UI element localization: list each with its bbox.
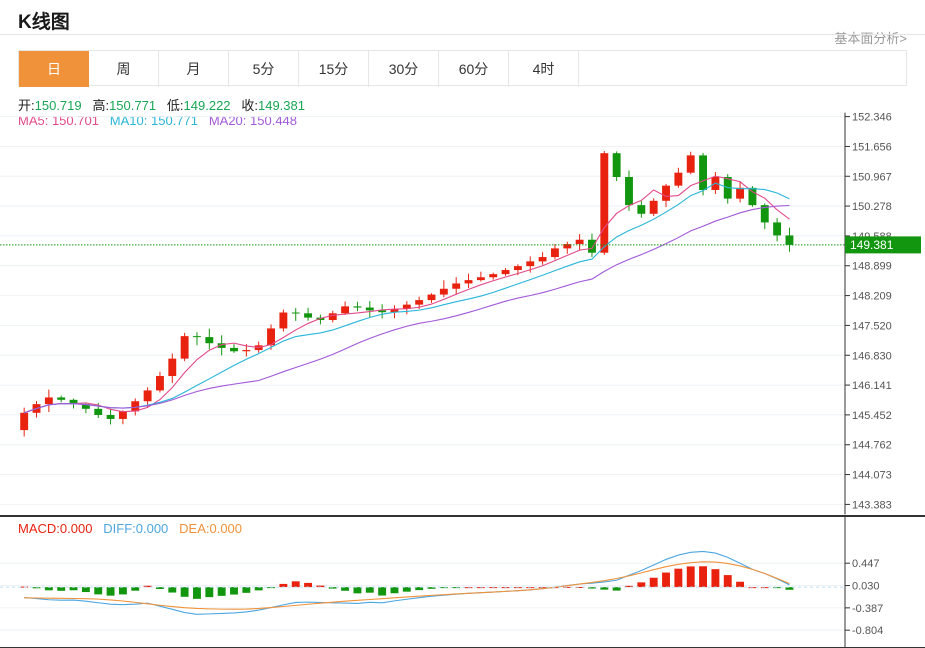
svg-text:146.830: 146.830 [852, 350, 892, 362]
svg-text:0.447: 0.447 [852, 558, 880, 570]
svg-text:0.030: 0.030 [852, 581, 880, 593]
svg-text:145.452: 145.452 [852, 410, 892, 422]
svg-text:150.967: 150.967 [852, 171, 892, 183]
svg-text:148.209: 148.209 [852, 291, 892, 303]
svg-text:152.346: 152.346 [852, 112, 892, 124]
svg-text:144.762: 144.762 [852, 440, 892, 452]
svg-text:144.073: 144.073 [852, 470, 892, 482]
svg-text:149.381: 149.381 [850, 238, 894, 252]
svg-text:-0.387: -0.387 [852, 603, 883, 615]
svg-text:151.656: 151.656 [852, 141, 892, 153]
svg-text:-0.804: -0.804 [852, 625, 883, 637]
svg-text:146.141: 146.141 [852, 380, 892, 392]
svg-text:147.520: 147.520 [852, 320, 892, 332]
svg-text:150.278: 150.278 [852, 201, 892, 213]
svg-text:143.383: 143.383 [852, 499, 892, 511]
svg-text:148.899: 148.899 [852, 261, 892, 273]
